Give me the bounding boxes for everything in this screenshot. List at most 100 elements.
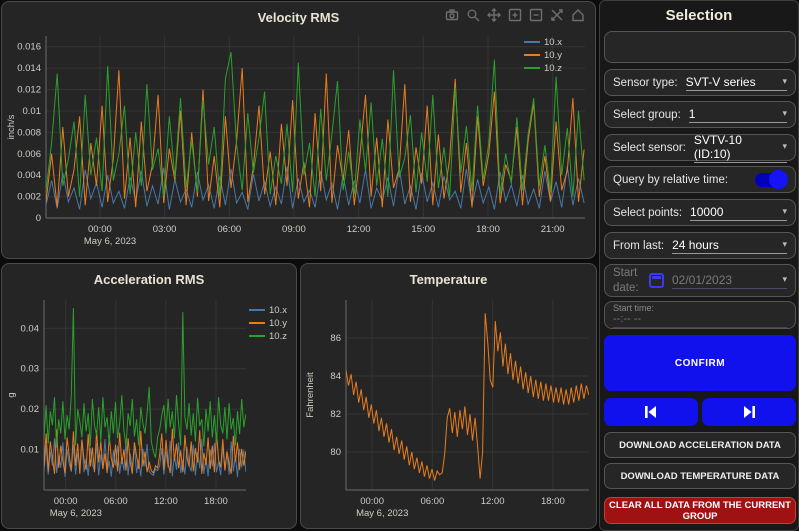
- skip-previous-icon: [645, 406, 656, 418]
- svg-text:12:00: 12:00: [481, 496, 505, 507]
- chevron-down-icon: ▾: [782, 76, 787, 86]
- download-temperature-button[interactable]: DOWNLOAD TEMPERATURE DATA: [604, 463, 796, 489]
- svg-text:10.z: 10.z: [269, 331, 287, 342]
- select-group-value: 1: [688, 106, 696, 121]
- from-last-row: From last: 24 hours ▾: [604, 232, 796, 259]
- chevron-down-icon: ▾: [782, 108, 787, 118]
- svg-text:0.04: 0.04: [21, 323, 40, 334]
- temperature-chart-title: Temperature: [409, 272, 488, 287]
- svg-text:0.01: 0.01: [21, 445, 40, 456]
- download-acceleration-button[interactable]: DOWNLOAD ACCELERATION DATA: [604, 432, 796, 458]
- svg-text:May 6, 2023: May 6, 2023: [50, 508, 102, 519]
- svg-text:15:00: 15:00: [411, 224, 435, 235]
- velocity-chart-title: Velocity RMS: [257, 10, 340, 25]
- zoom-button[interactable]: [466, 8, 480, 22]
- relative-time-row: Query by relative time:: [604, 166, 796, 193]
- svg-text:12:00: 12:00: [154, 496, 178, 507]
- select-group-dropdown[interactable]: 1 ▾: [688, 106, 787, 123]
- svg-text:18:00: 18:00: [204, 496, 228, 507]
- svg-text:0.016: 0.016: [17, 42, 41, 53]
- start-date-dropdown[interactable]: 02/01/2023 ▾: [672, 273, 787, 289]
- autoscale-icon: [551, 9, 563, 21]
- zoom-in-button[interactable]: [508, 8, 522, 22]
- home-icon: [572, 9, 584, 22]
- select-sensor-label: Select sensor:: [613, 141, 686, 154]
- from-last-dropdown[interactable]: 24 hours ▾: [672, 238, 787, 254]
- select-points-dropdown[interactable]: 10000 ▾: [690, 205, 787, 221]
- select-sensor-value: SVTV-10 (ID:10): [693, 132, 742, 161]
- svg-text:06:00: 06:00: [217, 224, 241, 235]
- svg-text:18:00: 18:00: [476, 224, 500, 235]
- from-last-value: 24 hours: [672, 237, 719, 252]
- start-time-label: Start time:: [613, 302, 655, 313]
- svg-text:21:00: 21:00: [541, 224, 565, 235]
- svg-text:0.002: 0.002: [17, 192, 41, 203]
- svg-text:86: 86: [330, 333, 341, 344]
- select-sensor-row: Select sensor: SVTV-10 (ID:10) ▾: [604, 132, 796, 163]
- svg-text:84: 84: [330, 371, 341, 382]
- sensor-type-value: SVT-V series: [685, 74, 756, 89]
- select-points-row: Select points: 10000 ▾: [604, 199, 796, 226]
- reset-axes-button[interactable]: [571, 8, 585, 22]
- zoom-icon: [467, 9, 480, 22]
- start-time-input[interactable]: --:-- --: [613, 313, 787, 328]
- velocity-plot[interactable]: 00:00 03:00 06:00 09:00 12:00 15:00 18:00 21:00…: [2, 2, 595, 258]
- svg-text:10.y: 10.y: [269, 318, 287, 329]
- svg-text:0.008: 0.008: [17, 127, 41, 138]
- svg-text:06:00: 06:00: [104, 496, 128, 507]
- select-group-row: Select group: 1 ▾: [604, 101, 796, 128]
- svg-text:18:00: 18:00: [541, 496, 565, 507]
- clear-all-data-button[interactable]: CLEAR ALL DATA FROM THE CURRENT GROUP: [604, 497, 796, 524]
- pan-button[interactable]: [487, 8, 501, 22]
- camera-button[interactable]: [445, 8, 459, 22]
- svg-text:00:00: 00:00: [54, 496, 78, 507]
- svg-text:09:00: 09:00: [282, 224, 306, 235]
- svg-text:03:00: 03:00: [153, 224, 177, 235]
- start-date-row: Start date: 02/01/2023 ▾: [604, 264, 796, 297]
- svg-text:0: 0: [36, 213, 41, 224]
- svg-text:inch/s: inch/s: [6, 114, 17, 139]
- svg-text:0.02: 0.02: [21, 404, 40, 415]
- next-button[interactable]: [702, 398, 796, 426]
- autoscale-button[interactable]: [550, 8, 564, 22]
- skip-next-icon: [744, 406, 755, 418]
- from-last-label: From last:: [613, 239, 665, 252]
- zoom-out-button[interactable]: [529, 8, 543, 22]
- start-date-value: 02/01/2023: [672, 272, 733, 287]
- svg-text:10.z: 10.z: [544, 63, 562, 74]
- pan-icon: [487, 8, 501, 22]
- acceleration-chart-panel: Acceleration RMS 00:00 06:00 12:00 18:00 0.0…: [1, 263, 297, 529]
- velocity-chart-panel: Velocity RMS 00:00 03:00 06:00 09:00 12:00 15…: [1, 1, 596, 259]
- confirm-button[interactable]: CONFIRM: [604, 335, 796, 391]
- relative-time-toggle[interactable]: [755, 169, 788, 189]
- svg-text:10.x: 10.x: [544, 37, 562, 48]
- status-message-box: [604, 31, 796, 63]
- svg-text:May 6, 2023: May 6, 2023: [84, 236, 136, 247]
- sensor-type-dropdown[interactable]: SVT-V series ▾: [685, 74, 787, 91]
- acceleration-plot[interactable]: 00:00 06:00 12:00 18:00 0.01 0.02 0.03 0.04 May …: [2, 264, 296, 528]
- svg-text:80: 80: [330, 447, 341, 458]
- svg-text:0.012: 0.012: [17, 85, 41, 96]
- sidebar-title: Selection: [665, 7, 733, 24]
- svg-text:00:00: 00:00: [360, 496, 384, 507]
- svg-text:10.x: 10.x: [269, 305, 287, 316]
- select-sensor-dropdown[interactable]: SVTV-10 (ID:10) ▾: [693, 132, 787, 163]
- temperature-plot[interactable]: 00:00 06:00 12:00 18:00 80 82 84 86 May 6, 2023 F…: [301, 264, 596, 528]
- calendar-icon[interactable]: [649, 273, 664, 288]
- zoom-in-icon: [508, 8, 522, 22]
- svg-text:0.03: 0.03: [21, 364, 40, 375]
- zoom-out-icon: [529, 8, 543, 22]
- select-group-label: Select group:: [613, 108, 681, 121]
- selection-sidebar: Selection Sensor type: SVT-V series ▾ Se…: [599, 0, 799, 531]
- chevron-down-icon: ▾: [782, 206, 787, 216]
- sensor-type-label: Sensor type:: [613, 76, 678, 89]
- select-points-label: Select points:: [613, 206, 683, 219]
- previous-button[interactable]: [604, 398, 698, 426]
- svg-text:0.01: 0.01: [23, 106, 42, 117]
- svg-text:10.y: 10.y: [544, 50, 562, 61]
- svg-text:06:00: 06:00: [420, 496, 444, 507]
- svg-text:12:00: 12:00: [347, 224, 371, 235]
- svg-text:00:00: 00:00: [88, 224, 112, 235]
- chevron-down-icon: ▾: [782, 274, 787, 284]
